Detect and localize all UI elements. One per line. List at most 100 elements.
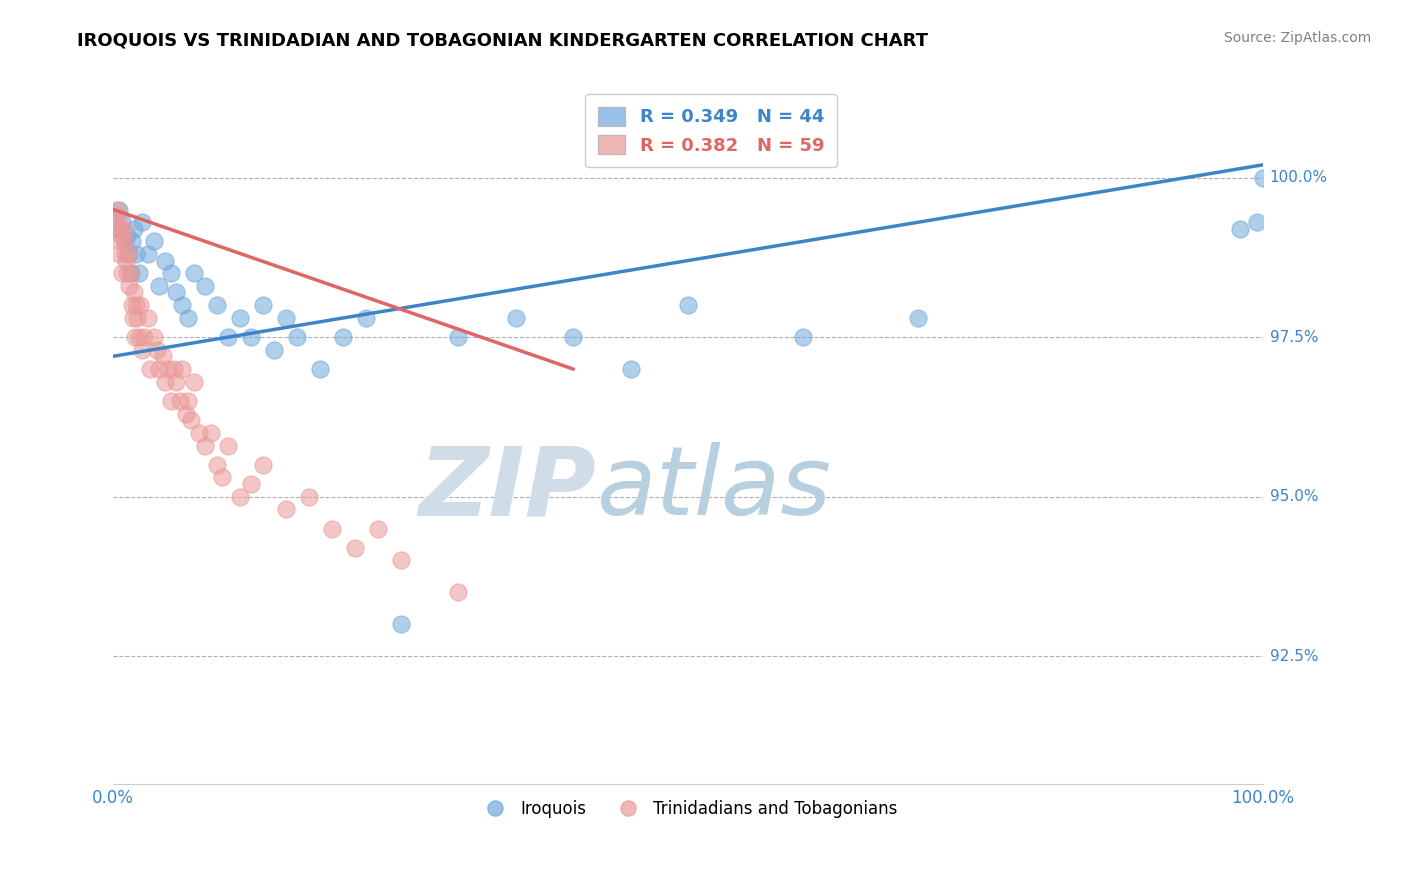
Point xyxy=(389,617,412,632)
Point xyxy=(309,362,332,376)
Point xyxy=(252,458,274,472)
Point xyxy=(105,221,128,235)
Point xyxy=(907,310,929,325)
Point xyxy=(159,393,181,408)
Point xyxy=(183,375,205,389)
Point xyxy=(177,393,200,408)
Point xyxy=(114,235,136,249)
Point xyxy=(183,266,205,280)
Point xyxy=(118,247,141,261)
Point xyxy=(108,202,131,217)
Text: Source: ZipAtlas.com: Source: ZipAtlas.com xyxy=(1223,31,1371,45)
Point xyxy=(115,266,138,280)
Text: 97.5%: 97.5% xyxy=(1270,330,1319,344)
Point xyxy=(321,522,343,536)
Point xyxy=(252,298,274,312)
Point xyxy=(107,209,129,223)
Point xyxy=(163,362,186,376)
Point xyxy=(228,490,250,504)
Point xyxy=(676,298,699,312)
Point xyxy=(172,298,194,312)
Point xyxy=(134,330,156,344)
Point xyxy=(115,227,138,242)
Legend: Iroquois, Trinidadians and Tobagonians: Iroquois, Trinidadians and Tobagonians xyxy=(472,793,904,824)
Point xyxy=(447,585,470,599)
Point xyxy=(343,541,366,555)
Point xyxy=(148,279,170,293)
Point xyxy=(115,253,138,268)
Text: atlas: atlas xyxy=(596,442,831,535)
Point xyxy=(1229,221,1251,235)
Text: 95.0%: 95.0% xyxy=(1270,489,1319,504)
Point xyxy=(136,247,159,261)
Point xyxy=(136,310,159,325)
Point xyxy=(211,470,233,484)
Point xyxy=(367,522,389,536)
Point xyxy=(112,221,135,235)
Point xyxy=(142,235,165,249)
Point xyxy=(217,439,239,453)
Point xyxy=(274,310,297,325)
Point xyxy=(114,247,136,261)
Point xyxy=(166,285,188,300)
Point xyxy=(153,375,176,389)
Point xyxy=(285,330,308,344)
Point xyxy=(148,362,170,376)
Point xyxy=(169,393,191,408)
Point xyxy=(121,298,143,312)
Point xyxy=(121,235,143,249)
Point xyxy=(1251,170,1274,185)
Point xyxy=(180,413,202,427)
Point xyxy=(108,235,131,249)
Point xyxy=(110,227,132,242)
Point xyxy=(111,215,134,229)
Point xyxy=(205,458,228,472)
Point xyxy=(120,266,142,280)
Point xyxy=(105,202,128,217)
Point xyxy=(117,247,139,261)
Point xyxy=(619,362,641,376)
Point xyxy=(114,235,136,249)
Point xyxy=(200,425,222,440)
Point xyxy=(108,247,131,261)
Point xyxy=(152,349,174,363)
Point xyxy=(194,279,217,293)
Point xyxy=(127,310,149,325)
Text: ZIP: ZIP xyxy=(418,442,596,535)
Point xyxy=(122,221,145,235)
Point xyxy=(128,330,150,344)
Point xyxy=(228,310,250,325)
Point xyxy=(188,425,211,440)
Point xyxy=(122,285,145,300)
Point xyxy=(157,362,180,376)
Point xyxy=(298,490,321,504)
Point xyxy=(120,266,142,280)
Point xyxy=(332,330,354,344)
Text: 100.0%: 100.0% xyxy=(1270,170,1327,186)
Point xyxy=(128,298,150,312)
Point xyxy=(125,298,148,312)
Point xyxy=(131,215,153,229)
Point xyxy=(274,502,297,516)
Point xyxy=(125,247,148,261)
Point xyxy=(104,215,127,229)
Point xyxy=(354,310,377,325)
Point xyxy=(118,279,141,293)
Point xyxy=(128,266,150,280)
Point xyxy=(153,253,176,268)
Point xyxy=(194,439,217,453)
Point xyxy=(240,476,263,491)
Point xyxy=(111,266,134,280)
Point xyxy=(139,362,162,376)
Point xyxy=(1246,215,1268,229)
Point xyxy=(108,221,131,235)
Point xyxy=(263,343,285,357)
Point xyxy=(172,362,194,376)
Point xyxy=(174,407,197,421)
Point xyxy=(177,310,200,325)
Point xyxy=(124,330,146,344)
Text: 92.5%: 92.5% xyxy=(1270,648,1319,664)
Point xyxy=(240,330,263,344)
Point xyxy=(159,266,181,280)
Point xyxy=(142,330,165,344)
